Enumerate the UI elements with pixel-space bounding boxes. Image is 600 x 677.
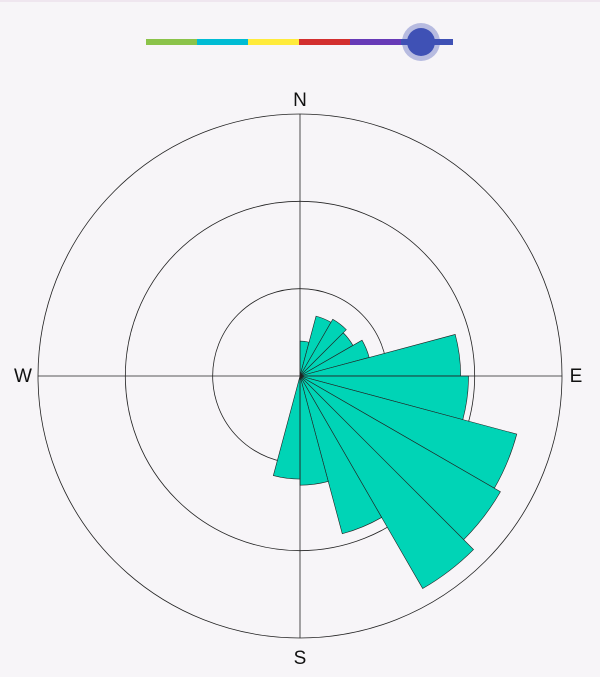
slider-thumb[interactable]	[407, 28, 436, 56]
sector-bar	[272, 375, 301, 480]
compass-label-e: E	[570, 366, 583, 387]
slider-segment	[146, 39, 198, 45]
slider-segment	[299, 39, 351, 45]
sector-group	[272, 315, 518, 589]
sector-bar	[299, 318, 347, 377]
color-slider[interactable]	[146, 23, 453, 61]
compass-label-w: W	[14, 366, 32, 387]
slider-segment	[197, 39, 249, 45]
polar-axes	[38, 114, 562, 638]
compass-label-n: N	[293, 90, 307, 111]
slider-segment	[248, 39, 300, 45]
sector-bar	[299, 375, 383, 535]
top-divider	[0, 0, 600, 2]
compass-label-s: S	[294, 648, 307, 669]
slider-segment	[350, 39, 402, 45]
sector-bar	[299, 375, 474, 589]
